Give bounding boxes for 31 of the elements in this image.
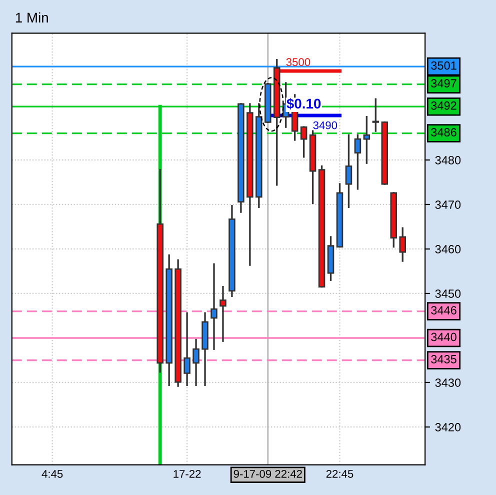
series-label: 3500 [286,58,310,66]
candlestick [300,126,308,158]
y-tick-label: 3450 [435,290,461,298]
x-tick-label: 22:45 [326,470,354,478]
candlestick [345,134,352,208]
ref-line-label: 3501 [431,61,456,70]
chart-title: 1 Min [16,12,48,22]
annotation: $0.10 [286,98,321,110]
candlestick [192,338,200,386]
candlestick [184,312,190,386]
x-tick-label: 4:45 [42,470,63,478]
y-tick-label: 3460 [435,245,461,254]
ref-line-label: 3440 [431,332,456,342]
ref-line-label: 3497 [431,79,456,88]
candlestick [210,263,218,350]
ref-line-label: 3492 [431,101,456,110]
y-tick-label: 3470 [435,200,461,209]
candlestick [372,98,380,132]
y-tick-label: 3420 [435,423,461,432]
x-tick-label: 9-17-09 22:42 [234,470,302,478]
series-label: 3490 [313,121,338,130]
candlestick [363,116,370,164]
y-tick-label: 3480 [435,156,461,164]
y-tick-label: 3430 [435,378,461,387]
candlestick [354,134,362,190]
ref-line-label: 3486 [431,128,456,136]
candlestick [220,286,226,342]
x-tick-label: 17-22 [174,470,201,478]
candlestick [399,227,406,262]
ref-line-label: 3446 [431,306,456,314]
ref-line-label: 3435 [431,355,456,364]
